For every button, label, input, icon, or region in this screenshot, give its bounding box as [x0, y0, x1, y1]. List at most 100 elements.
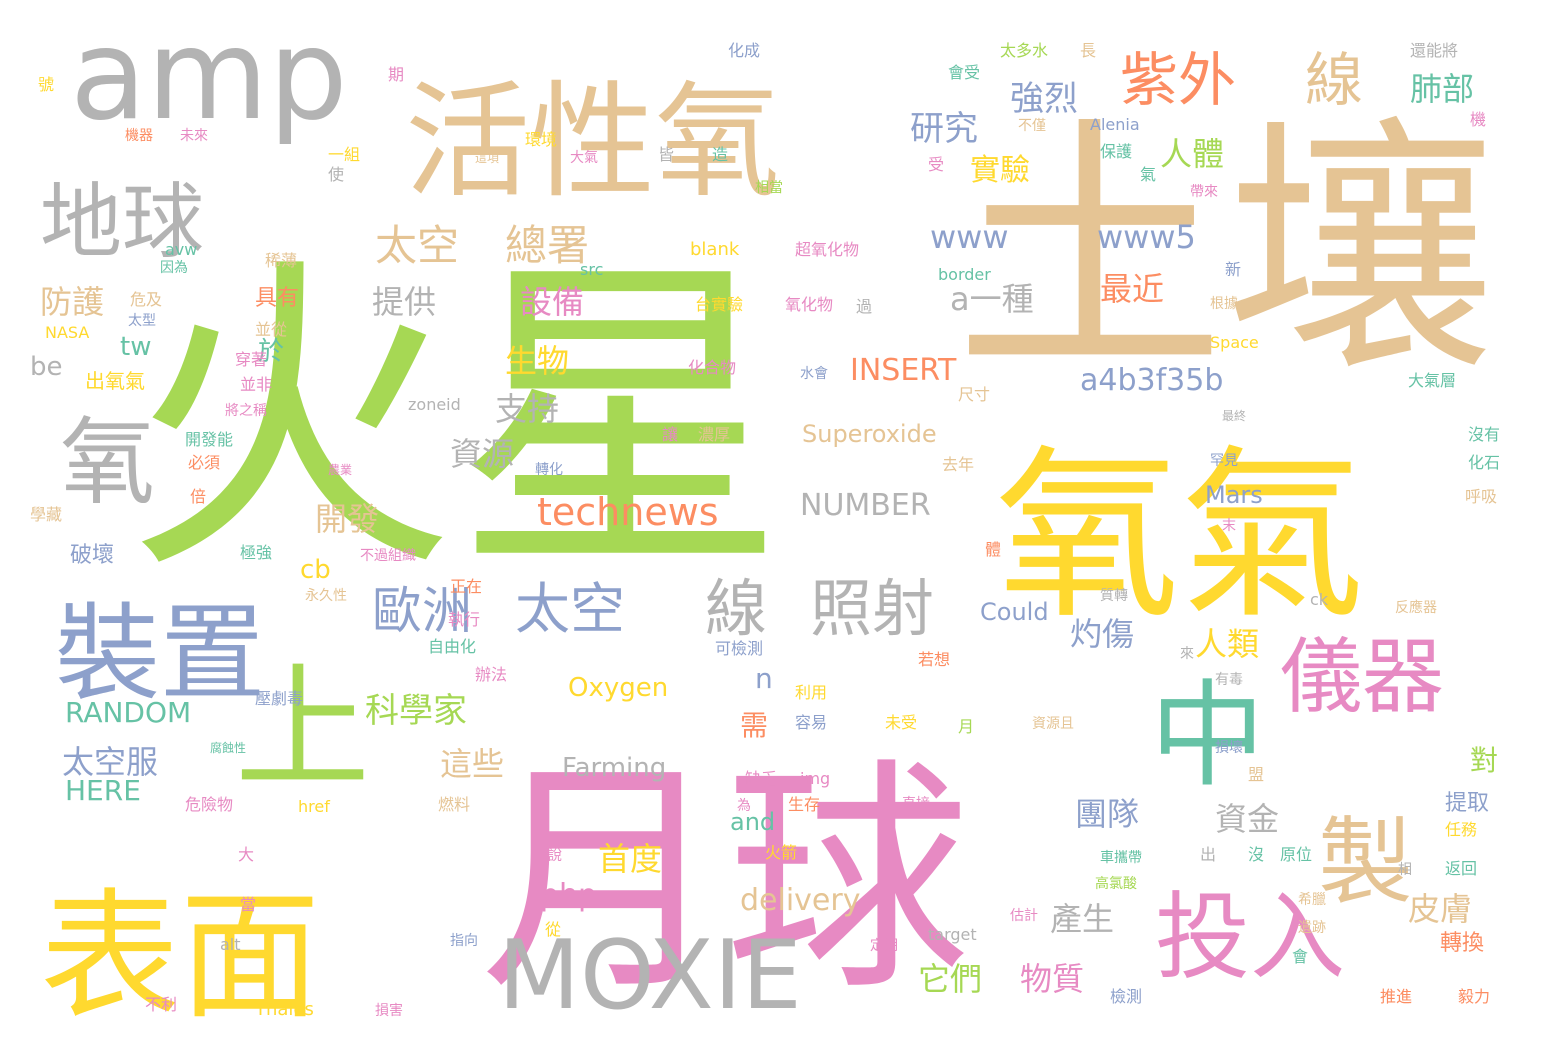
- cloud-word: 不利: [145, 995, 177, 1014]
- cloud-word: 指向: [450, 933, 478, 949]
- cloud-word: 氣: [1140, 165, 1156, 184]
- cloud-word: 最近: [1100, 270, 1164, 308]
- cloud-word: 定期: [870, 938, 898, 954]
- cloud-word: 使: [328, 165, 344, 184]
- cloud-word: a一種: [950, 280, 1034, 318]
- cloud-word: 不過組織: [360, 548, 416, 564]
- cloud-word: 研究: [910, 109, 978, 149]
- cloud-word: href: [298, 797, 330, 816]
- cloud-word: 這些: [440, 745, 504, 783]
- cloud-word: 新: [1225, 260, 1241, 279]
- cloud-word: 極強: [240, 543, 272, 562]
- cloud-word: 線: [1305, 46, 1363, 114]
- cloud-word: 並非: [240, 375, 272, 394]
- cloud-word: 因為: [160, 260, 188, 276]
- cloud-word: 必須: [188, 453, 220, 472]
- cloud-word: 濃厚: [698, 425, 730, 444]
- cloud-word: 上: [235, 650, 370, 807]
- cloud-word: 土壤: [955, 94, 1495, 409]
- cloud-word: Thales: [254, 999, 314, 1020]
- cloud-word: 保護: [1100, 142, 1132, 161]
- cloud-word: 原位: [1280, 845, 1312, 864]
- cloud-word: 反應器: [1395, 599, 1437, 616]
- cloud-word: 有毒: [1215, 672, 1243, 688]
- cloud-word: 壓劇毒: [255, 689, 303, 708]
- cloud-word: amp: [70, 3, 348, 148]
- cloud-word: 化合物: [688, 358, 736, 377]
- cloud-word: 若想: [918, 650, 950, 669]
- cloud-word: 返回: [1445, 859, 1477, 878]
- cloud-word: NASA: [45, 323, 89, 342]
- cloud-word: 太空: [515, 577, 625, 641]
- cloud-word: 人類: [1195, 625, 1259, 663]
- cloud-word: 出: [1200, 845, 1216, 864]
- cloud-word: 遺跡: [1298, 920, 1326, 936]
- cloud-word: 會受: [948, 63, 980, 82]
- cloud-word: 科學家: [365, 691, 467, 731]
- cloud-word: 推進: [1380, 987, 1412, 1006]
- cloud-word: 生存: [788, 795, 820, 814]
- cloud-word: 資源: [450, 435, 514, 473]
- cloud-word: 辦法: [475, 665, 507, 684]
- cloud-word: 支持: [495, 390, 559, 428]
- cloud-word: technews: [537, 490, 719, 534]
- cloud-word: 高氯酸: [1095, 875, 1137, 892]
- cloud-word: 容易: [795, 713, 827, 732]
- cloud-word: 沒: [1248, 845, 1264, 864]
- cloud-word: 生物: [505, 342, 569, 380]
- cloud-word: 這項: [475, 150, 499, 165]
- cloud-word: 根據: [1210, 296, 1238, 312]
- cloud-word: 開發能: [185, 430, 233, 449]
- cloud-word: 自由化: [428, 637, 476, 656]
- cloud-word: 造: [712, 145, 728, 164]
- cloud-word: 超氧化物: [795, 240, 859, 259]
- cloud-word: 太空服: [62, 743, 158, 781]
- cloud-word: 過: [856, 297, 872, 316]
- cloud-word: 農業: [328, 463, 352, 477]
- cloud-word: 利用: [795, 683, 827, 702]
- cloud-word: 氧: [60, 408, 155, 518]
- cloud-word: 機: [1470, 110, 1486, 129]
- cloud-word: zoneid: [408, 395, 461, 414]
- cloud-word: 未受: [885, 713, 917, 732]
- cloud-word: 防護: [40, 283, 104, 321]
- cloud-word: 氧氣: [995, 428, 1365, 644]
- cloud-word: 裝置: [55, 593, 265, 715]
- cloud-word: 去年: [942, 455, 974, 474]
- cloud-word: 毅力: [1458, 987, 1490, 1006]
- cloud-word: 將之稱: [225, 403, 267, 419]
- cloud-word: 未來: [180, 128, 208, 144]
- cloud-word: 皆: [658, 145, 674, 164]
- cloud-word: 相當: [755, 180, 783, 196]
- cloud-word: 製: [1318, 808, 1413, 918]
- cloud-word: 穿著: [235, 350, 267, 369]
- cloud-word: 損害: [375, 1003, 403, 1019]
- cloud-word: 末: [1222, 518, 1236, 534]
- cloud-word: 對: [1470, 744, 1498, 777]
- cloud-word: 缺乏: [745, 769, 777, 788]
- cloud-word: 月球: [480, 738, 970, 1023]
- cloud-word: 檢測: [1110, 987, 1142, 1006]
- cloud-word: 月: [958, 717, 974, 736]
- cloud-word: border: [938, 265, 991, 284]
- cloud-word: Mars: [1205, 481, 1263, 509]
- cloud-word: 執行: [448, 610, 480, 629]
- cloud-word: 不僅: [1018, 118, 1046, 134]
- cloud-word: 沒有: [1468, 425, 1500, 444]
- cloud-word: src: [580, 260, 603, 279]
- cloud-word: 讓: [662, 425, 678, 444]
- cloud-word: 具有: [255, 286, 299, 311]
- cloud-word: 號: [38, 75, 54, 94]
- cloud-word: www5: [1097, 218, 1196, 256]
- cloud-word: 儀器: [1280, 630, 1444, 725]
- cloud-word: 物質: [1020, 960, 1084, 998]
- cloud-word: 提供: [372, 283, 436, 321]
- cloud-word: Alenia: [1090, 115, 1140, 134]
- cloud-word: 說: [548, 847, 562, 864]
- cloud-word: 灼傷: [1070, 615, 1134, 653]
- cloud-word: Superoxide: [802, 420, 937, 448]
- cloud-word: 希臘: [1298, 892, 1326, 908]
- cloud-word: 人體: [1160, 135, 1224, 173]
